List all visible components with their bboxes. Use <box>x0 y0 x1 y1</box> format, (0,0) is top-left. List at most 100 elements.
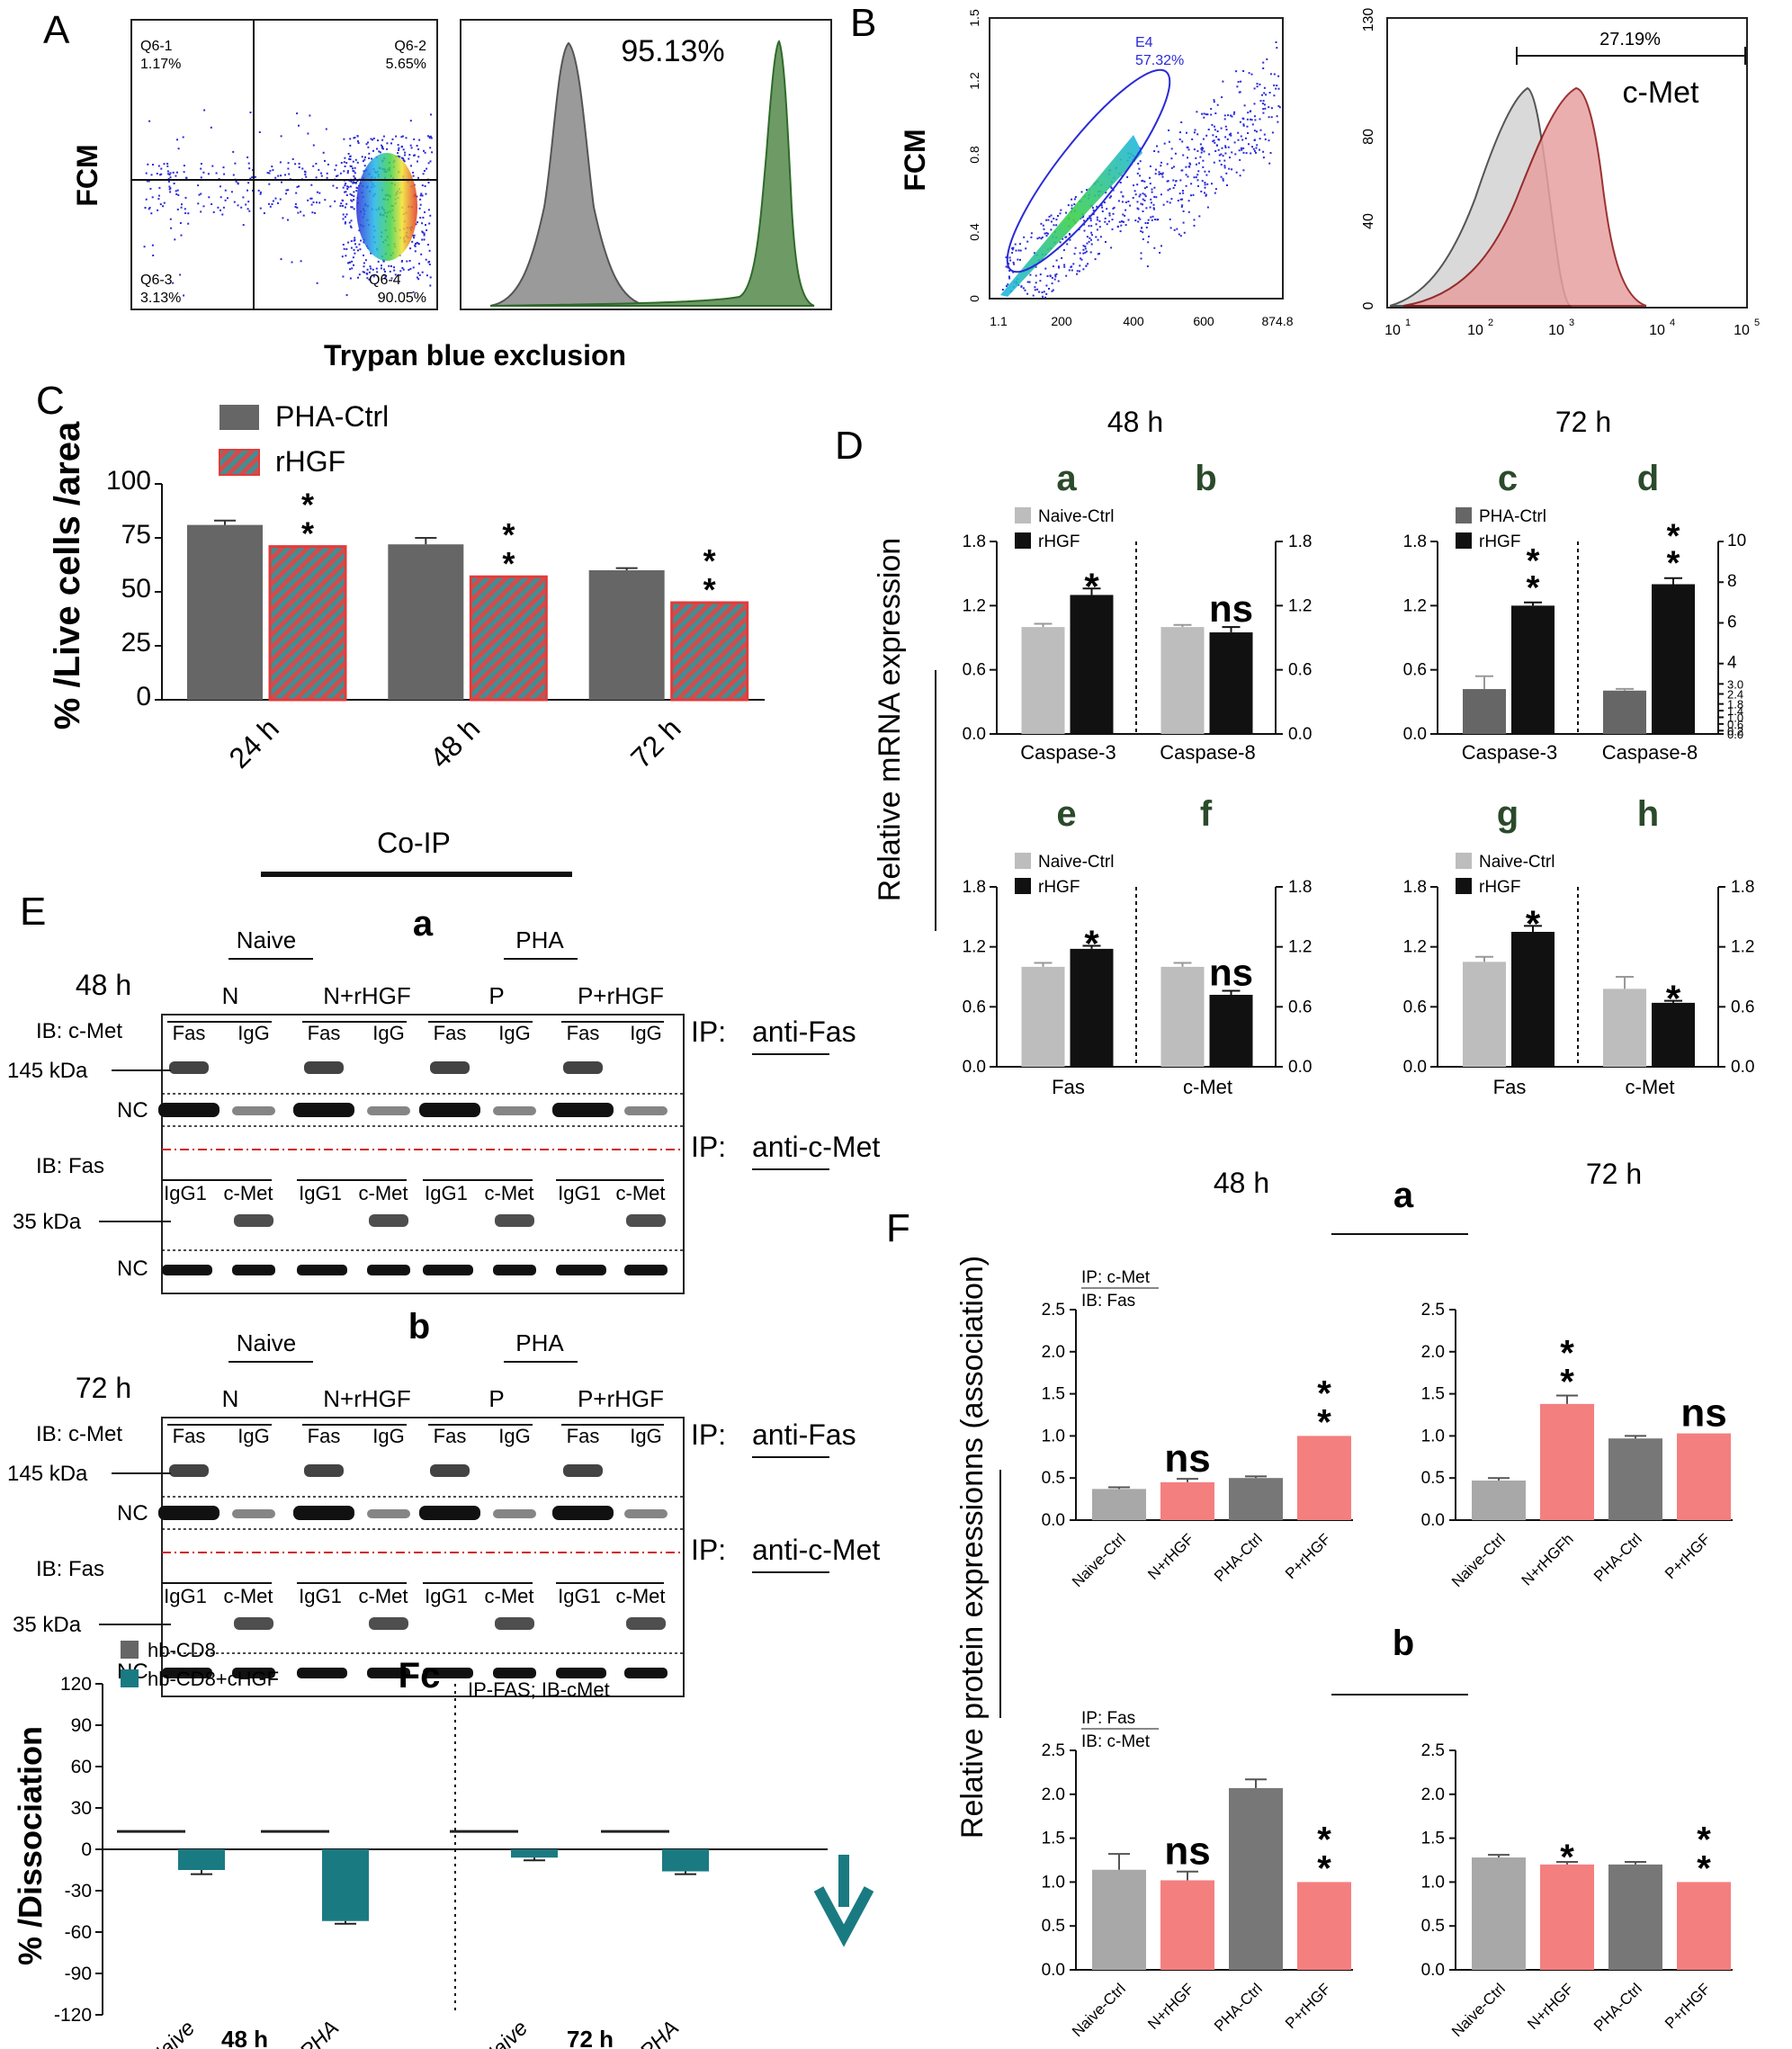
legend-swatch <box>121 1641 139 1659</box>
scatter-dot <box>358 229 361 232</box>
scatter-dot <box>361 156 363 158</box>
scatter-dot <box>1245 152 1248 155</box>
scatter-dot <box>1062 249 1065 252</box>
hist-x-tick: 10 <box>1649 323 1665 338</box>
f-annotation: ns <box>1164 1830 1210 1874</box>
scatter-dot <box>336 174 339 177</box>
scatter-dot <box>1196 111 1198 113</box>
scatter-dot <box>1142 179 1144 182</box>
scatter-dot <box>1259 138 1261 140</box>
scatter-dot <box>224 199 227 201</box>
scatter-dot <box>1161 172 1164 174</box>
legend-swatch <box>1456 853 1472 869</box>
scatter-dot <box>353 170 355 173</box>
scatter-dot <box>1070 265 1072 268</box>
c-ylabel: % /Live cells /area <box>48 421 87 729</box>
scatter-dot <box>1111 228 1114 230</box>
scatter-dot <box>1080 257 1082 260</box>
d-sub-letter: d <box>1637 459 1659 498</box>
scatter-dot <box>1158 173 1160 175</box>
scatter-dot <box>169 187 172 190</box>
scatter-dot <box>345 213 348 216</box>
scatter-dot <box>1103 201 1106 204</box>
scatter-x-tick: 600 <box>1193 314 1214 328</box>
scatter-dot <box>168 174 171 176</box>
scatter-dot <box>350 219 353 222</box>
scatter-dot <box>1189 163 1192 166</box>
scatter-dot <box>427 182 430 183</box>
scatter-dot <box>1065 236 1068 238</box>
scatter-dot <box>423 238 426 241</box>
d-legend-1: rHGF <box>1479 878 1520 897</box>
scatter-dot <box>249 177 252 180</box>
scatter-dot <box>1185 174 1187 176</box>
scatter-dot <box>324 199 327 201</box>
scatter-dot <box>1226 138 1229 140</box>
scatter-dot <box>1181 169 1184 172</box>
scatter-dot <box>302 214 305 217</box>
ip-fas: anti-Fas <box>752 1418 856 1451</box>
scatter-dot <box>1231 168 1233 171</box>
scatter-dot <box>1253 149 1256 152</box>
y-tick-label: 2.0 <box>1421 1343 1445 1362</box>
bar-pha <box>588 570 665 700</box>
scatter-dot <box>1159 252 1161 254</box>
y-tick-label: 1.2 <box>1288 596 1312 615</box>
scatter-dot <box>1071 207 1073 210</box>
scatter-dot <box>408 260 411 262</box>
scatter-dot <box>1140 230 1142 233</box>
scatter-dot <box>1084 251 1087 254</box>
band-nc <box>419 1506 480 1520</box>
bar-pha <box>388 544 464 700</box>
scatter-dot <box>1211 123 1214 126</box>
scatter-dot <box>1149 165 1151 167</box>
scatter-dot <box>412 174 415 177</box>
scatter-dot <box>1098 219 1101 222</box>
scatter-dot <box>220 209 221 211</box>
scatter-dot <box>1158 171 1160 174</box>
y-tick-label: 75 <box>121 520 151 550</box>
fc-x-label: Naive <box>477 2016 533 2049</box>
scatter-dot <box>156 173 158 174</box>
scatter-dot <box>1080 258 1083 261</box>
scatter-dot <box>1059 241 1062 244</box>
scatter-dot <box>1137 162 1140 165</box>
scatter-dot <box>1066 243 1069 246</box>
scatter-dot <box>1182 221 1185 224</box>
scatter-dot <box>353 208 355 210</box>
scatter-dot <box>296 112 299 115</box>
scatter-dot <box>1045 219 1048 221</box>
scatter-dot <box>1178 138 1181 140</box>
y-tick-label: 1.0 <box>1421 1873 1445 1892</box>
scatter-dot <box>412 171 415 174</box>
scatter-dot <box>183 171 185 174</box>
scatter-dot <box>1198 215 1201 218</box>
scatter-dot <box>1242 151 1245 154</box>
scatter-dot <box>1201 180 1204 183</box>
scatter-dot <box>151 196 154 199</box>
scatter-dot <box>1169 188 1171 191</box>
scatter-dot <box>1185 166 1187 168</box>
scatter-dot <box>423 170 426 172</box>
gate-name: E4 <box>1135 35 1153 50</box>
scatter-dot <box>372 275 375 278</box>
f-x-label: Naive-Ctrl <box>1069 1980 1129 2040</box>
y-tick-label: -30 <box>65 1881 92 1901</box>
scatter-dot <box>1206 183 1209 185</box>
scatter-dot <box>417 160 418 163</box>
scatter-dot <box>427 244 429 246</box>
scatter-dot <box>223 173 226 175</box>
scatter-dot <box>160 167 163 170</box>
scatter-dot <box>1136 183 1139 186</box>
scatter-dot <box>423 232 426 235</box>
scatter-dot <box>298 185 300 188</box>
scatter-dot <box>1097 238 1099 241</box>
scatter-dot <box>1220 164 1223 166</box>
scatter-dot <box>1106 223 1108 226</box>
scatter-dot <box>1065 274 1068 277</box>
scatter-dot <box>1090 231 1093 234</box>
scatter-dot <box>1034 286 1036 289</box>
y-tick-label: 0.0 <box>1042 1511 1065 1530</box>
scatter-dot <box>1204 183 1206 186</box>
scatter-dot <box>1096 228 1098 231</box>
